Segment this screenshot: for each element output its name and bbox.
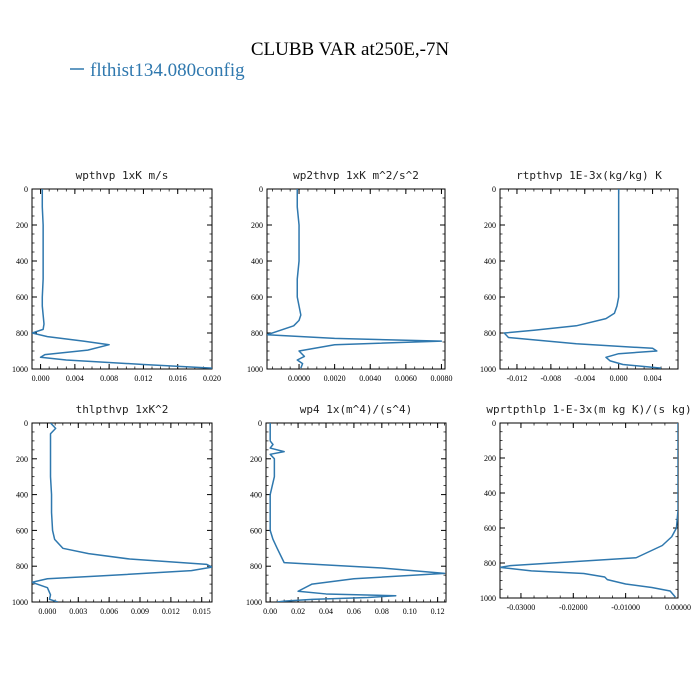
- y-tick-label: 0: [492, 419, 496, 428]
- x-tick-label: 0.004: [66, 374, 84, 383]
- y-tick-label: 600: [251, 293, 263, 302]
- figure-title: CLUBB VAR at250E,-7N: [251, 39, 450, 60]
- series-line-1: [269, 423, 446, 602]
- x-tick-label: 0.003: [69, 607, 87, 616]
- x-tick-label: 0.016: [169, 374, 187, 383]
- panel-title: thlpthvp 1xK^2: [76, 403, 169, 416]
- y-tick-label: 0: [24, 185, 28, 194]
- series-line-1: [32, 189, 212, 369]
- x-tick-label: -0.008: [541, 374, 562, 383]
- x-tick-label: 0.02: [291, 607, 305, 616]
- figure-legend: flthist134.080config: [70, 60, 245, 81]
- x-tick-label: 0.0060: [395, 374, 417, 383]
- y-tick-label: 1000: [12, 598, 28, 607]
- x-tick-label: -0.03000: [507, 603, 536, 612]
- y-tick-label: 400: [484, 489, 496, 498]
- x-tick-label: 0.020: [203, 374, 221, 383]
- y-tick-label: 0: [258, 419, 262, 428]
- y-tick-label: 200: [251, 221, 263, 230]
- y-tick-label: 200: [16, 455, 28, 464]
- chart-panels: wpthvp 1xK m/s0.000 0.004 0.008 0.012 0.016 0…: [12, 169, 692, 616]
- y-tick-label: 800: [250, 562, 262, 571]
- x-tick-label: 0.00000: [665, 603, 691, 612]
- y-tick-label: 800: [484, 329, 496, 338]
- chart-panel-4: thlpthvp 1xK^2 0.000 0.003 0.006 0.009 0.012 0…: [12, 403, 213, 616]
- x-tick-label: -0.004: [574, 374, 595, 383]
- x-tick-label: 0.015: [193, 607, 211, 616]
- y-tick-label: 400: [16, 491, 28, 500]
- panel-title: wprtpthlp 1-E-3x(m kg K)/(s kg): [486, 403, 691, 416]
- plot-frame: [31, 188, 213, 370]
- y-tick-label: 400: [250, 491, 262, 500]
- y-tick-label: 600: [484, 524, 496, 533]
- series-line-1: [267, 189, 443, 369]
- y-tick-label: 1000: [480, 365, 496, 374]
- x-tick-label: 0.000: [610, 374, 628, 383]
- plot-frame: [499, 422, 679, 599]
- x-tick-label: 0.012: [162, 607, 180, 616]
- y-tick-label: 200: [250, 455, 262, 464]
- y-tick-label: 400: [16, 257, 28, 266]
- x-tick-label: 0.0000: [288, 374, 310, 383]
- y-tick-label: 600: [250, 526, 262, 535]
- y-tick-label: 800: [16, 562, 28, 571]
- y-tick-label: 200: [484, 454, 496, 463]
- x-tick-label: 0.00: [263, 607, 277, 616]
- x-tick-label: 0.008: [100, 374, 118, 383]
- y-tick-label: 600: [16, 526, 28, 535]
- y-tick-label: 400: [251, 257, 263, 266]
- y-tick-label: 600: [484, 293, 496, 302]
- panel-title: wpthvp 1xK m/s: [76, 169, 169, 182]
- y-tick-label: 0: [259, 185, 263, 194]
- y-tick-label: 0: [492, 185, 496, 194]
- y-tick-label: 800: [251, 329, 263, 338]
- chart-panel-6: wprtpthlp 1-E-3x(m kg K)/(s kg) -0.03000 -…: [480, 403, 692, 612]
- x-tick-label: 0.06: [347, 607, 361, 616]
- x-tick-label: 0.08: [375, 607, 389, 616]
- x-tick-label: 0.0040: [359, 374, 381, 383]
- x-tick-label: 0.012: [134, 374, 152, 383]
- x-tick-label: 0.004: [644, 374, 662, 383]
- x-tick-label: 0.12: [431, 607, 445, 616]
- y-tick-label: 800: [484, 559, 496, 568]
- y-tick-label: 0: [24, 419, 28, 428]
- y-tick-label: 200: [484, 221, 496, 230]
- x-tick-label: 0.0080: [430, 374, 452, 383]
- y-tick-label: 1000: [12, 365, 28, 374]
- y-tick-label: 1000: [246, 598, 262, 607]
- legend-label: flthist134.080config: [90, 60, 245, 81]
- chart-panel-1: wpthvp 1xK m/s 0.000 0.004 0.008 0.012 0.016 0…: [12, 169, 221, 383]
- x-tick-label: 0.009: [131, 607, 149, 616]
- panel-title: rtpthvp 1E-3x(kg/kg) K: [516, 169, 662, 182]
- x-tick-label: 0.006: [100, 607, 118, 616]
- series-line-1: [32, 423, 212, 602]
- y-tick-label: 200: [16, 221, 28, 230]
- x-tick-label: 0.04: [319, 607, 333, 616]
- x-tick-label: -0.01000: [611, 603, 640, 612]
- y-tick-label: 1000: [480, 594, 496, 603]
- x-tick-label: -0.012: [507, 374, 528, 383]
- panel-title: wp2thvp 1xK m^2/s^2: [293, 169, 419, 182]
- series-line-1: [500, 423, 678, 598]
- x-tick-label: 0.000: [38, 607, 56, 616]
- y-tick-label: 600: [16, 293, 28, 302]
- y-tick-label: 400: [484, 257, 496, 266]
- plot-frame: [499, 188, 679, 370]
- chart-panel-5: wp4 1x(m^4)/(s^4) 0.00 0.02 0.04 0.06 0.08 0.1…: [246, 403, 447, 616]
- y-tick-label: 800: [16, 329, 28, 338]
- y-tick-label: 1000: [247, 365, 263, 374]
- panel-title: wp4 1x(m^4)/(s^4): [300, 403, 413, 416]
- x-tick-label: -0.02000: [559, 603, 588, 612]
- x-tick-label: 0.000: [32, 374, 50, 383]
- x-tick-label: 0.10: [403, 607, 417, 616]
- series-line-1: [503, 189, 662, 369]
- x-tick-label: 0.0020: [324, 374, 346, 383]
- chart-panel-3: rtpthvp 1E-3x(kg/kg) K -0.012 -0.008 -0.004…: [480, 169, 679, 383]
- chart-panel-2: wp2thvp 1xK m^2/s^2 0.0000 0.0020 0.0040 0.0…: [247, 169, 452, 383]
